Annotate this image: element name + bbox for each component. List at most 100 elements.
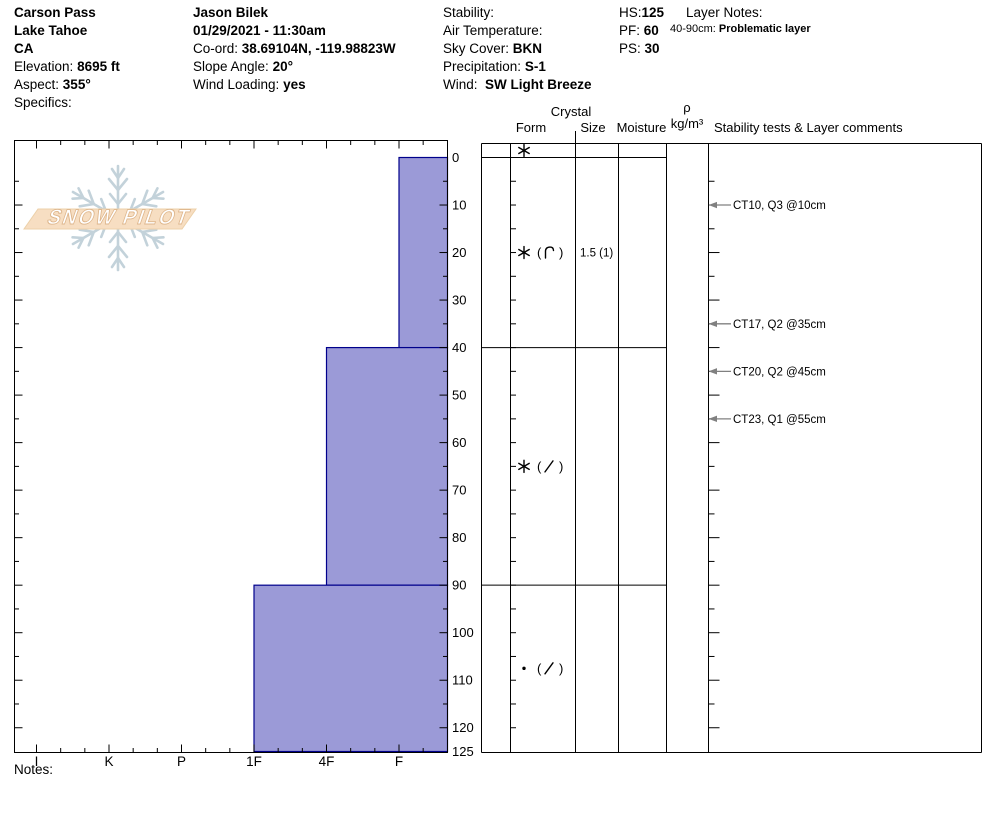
size-header: Size — [580, 120, 606, 135]
grain-form-icon-RG — [522, 666, 526, 671]
depth-label: 90 — [452, 578, 466, 593]
snowflake-branch — [116, 177, 129, 192]
paren-close: ) — [559, 459, 563, 474]
hs-value: 125 — [641, 5, 665, 20]
layer-note-entry: 40-90cm: Problematic layer — [670, 22, 811, 36]
hardness-label: 1F — [246, 754, 262, 769]
sky-cover-label: Sky Cover: — [443, 41, 510, 56]
layer-bar-1F — [253, 584, 449, 753]
precipitation-label: Precipitation: — [443, 59, 522, 74]
sky-cover-value: BKN — [512, 41, 543, 56]
snowflake-branch — [107, 244, 120, 259]
df-hook — [544, 246, 555, 259]
snowflake-branch — [116, 192, 128, 206]
stability-test-label: CT23, Q1 @55cm — [733, 414, 826, 426]
pp-spoke — [518, 248, 530, 257]
wind-loading-line: Wind Loading: yes — [193, 76, 396, 94]
crystal-header: Crystal — [550, 104, 592, 119]
layer-note-text: Problematic layer — [718, 23, 811, 35]
grain-form-icon-FC — [544, 460, 554, 473]
ps-label: PS: — [619, 41, 641, 56]
grain-size-value: 1.5 (1) — [580, 248, 613, 260]
notes-label: Notes: — [14, 762, 54, 777]
grain-form-icon-PP — [518, 143, 530, 158]
depth-label: 0 — [452, 150, 459, 165]
pf-value: 60 — [643, 23, 659, 38]
paren-open: ( — [537, 459, 542, 474]
logo-banner — [23, 208, 197, 230]
chart-frame — [14, 140, 448, 753]
aspect-label: Aspect: — [14, 77, 60, 92]
snowflake-branch — [140, 228, 158, 234]
depth-label: 60 — [452, 435, 466, 450]
hardness-label: 4F — [319, 754, 335, 769]
snowflake-branch — [107, 177, 120, 192]
specifics-line: Specifics: — [14, 94, 120, 112]
conditions-block: Stability: Air Temperature: Sky Cover: B… — [443, 4, 592, 94]
moisture-header: Moisture — [616, 120, 667, 135]
wind-loading-label: Wind Loading: — [193, 77, 280, 92]
coord-line: Co-ord: 38.69104N, -119.98823W — [193, 40, 396, 58]
stability-test-label: CT17, Q2 @35cm — [733, 319, 826, 331]
hardness-label: I — [35, 754, 39, 769]
snowflake-branch — [151, 236, 165, 240]
snowflake-branch — [108, 230, 120, 244]
hs-label: HS: — [619, 5, 642, 20]
snowflake-branch — [140, 230, 149, 247]
hardness-label: F — [395, 754, 403, 769]
rg-dot — [522, 666, 526, 671]
depth-label: 125 — [452, 744, 474, 759]
hardness-label: P — [177, 754, 186, 769]
coord-label: Co-ord: — [193, 41, 239, 56]
snowflake-branch — [87, 230, 96, 247]
observer-block: Jason Bilek 01/29/2021 - 11:30am Co-ord:… — [193, 4, 396, 94]
aspect-value: 355° — [62, 77, 91, 92]
observation-datetime: 01/29/2021 - 11:30am — [193, 23, 326, 38]
snowflake-branch — [77, 236, 85, 249]
snowflake-branch — [140, 189, 149, 206]
stability-test-label: CT10, Q3 @10cm — [733, 200, 826, 212]
layer-note-range: 40-90cm: — [670, 23, 716, 35]
coord-value: 38.69104N, -119.98823W — [241, 41, 396, 56]
wind-loading-value: yes — [283, 77, 306, 92]
layer-notes-title: Layer Notes: — [686, 5, 763, 20]
sky-cover-line: Sky Cover: BKN — [443, 40, 592, 58]
site-region: Lake Tahoe — [14, 23, 88, 38]
depth-label: 100 — [452, 625, 474, 640]
snowflake-branch — [116, 167, 126, 180]
aspect-line: Aspect: 355° — [14, 76, 120, 94]
test-arrow-head — [708, 201, 717, 209]
density-units-header: kg/m³ — [670, 116, 704, 131]
depth-label: 110 — [452, 673, 473, 688]
site-state: CA — [14, 41, 34, 56]
stability-header: Stability tests & Layer comments — [714, 120, 903, 135]
slope-angle-line: Slope Angle: 20° — [193, 58, 396, 76]
paren-close: ) — [559, 245, 563, 260]
depth-label: 30 — [452, 293, 466, 308]
logo-text-group: SNOW PILOT — [44, 204, 195, 229]
snowflake-branch — [77, 187, 85, 200]
pf-line: PF: 60 — [619, 22, 664, 40]
stability-label: Stability: — [443, 5, 495, 20]
pp-spoke — [518, 146, 530, 155]
observer-name: Jason Bilek — [193, 5, 269, 20]
logo-text: SNOW PILOT — [44, 205, 194, 229]
depth-label: 50 — [452, 388, 466, 403]
snowpack-block: HS:125 PF: 60 PS: 30 — [619, 4, 664, 58]
wind-line: Wind: SW Light Breeze — [443, 76, 592, 94]
ps-value: 30 — [644, 41, 660, 56]
site-name: Carson Pass — [14, 5, 96, 20]
specifics-label: Specifics: — [14, 95, 72, 110]
air-temperature-line: Air Temperature: — [443, 22, 592, 40]
wind-label: Wind: — [443, 77, 478, 92]
depth-label: 70 — [452, 483, 466, 498]
test-arrow-head — [708, 368, 717, 375]
fc-slash — [544, 460, 554, 473]
snowflake-branch — [151, 187, 159, 200]
density-symbol-header: ρ — [683, 100, 691, 115]
snowflake-branch — [71, 236, 85, 240]
test-arrow-head — [708, 320, 717, 328]
slope-angle-label: Slope Angle: — [193, 59, 269, 74]
